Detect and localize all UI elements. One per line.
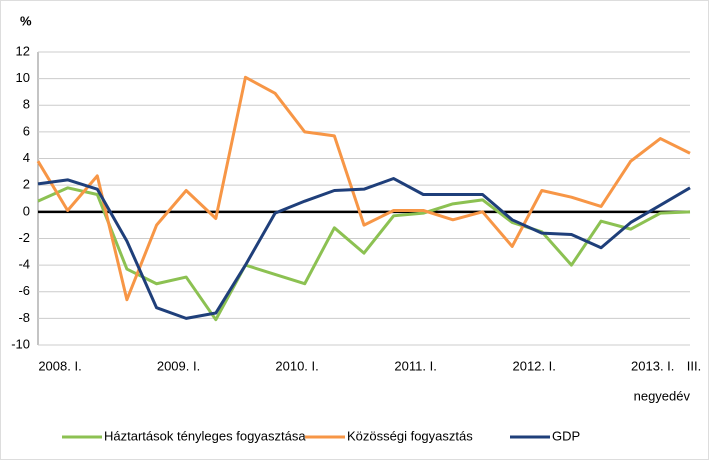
y-tick-label: 10 (16, 70, 30, 85)
x-tick-label: 2013. I. (631, 358, 674, 373)
y-tick-label: 6 (23, 123, 30, 138)
y-tick-label: 0 (23, 203, 30, 218)
y-tick-label: 8 (23, 97, 30, 112)
x-tick-label: 2011. I. (394, 358, 436, 373)
x-tick-label: 2008. I. (38, 358, 81, 373)
line-series (36, 75, 691, 302)
x-tick-label: 2012. I. (512, 358, 555, 373)
y-tick-label: 12 (16, 43, 30, 58)
legend-label: GDP (552, 428, 580, 443)
y-tick-label: -2 (18, 230, 30, 245)
line-series (37, 177, 691, 320)
line-series (37, 186, 691, 322)
y-tick-label: -4 (18, 257, 30, 272)
y-tick-label: -8 (18, 310, 30, 325)
legend-label: Közösségi fogyasztás (347, 428, 473, 443)
x-tick-label: III. (687, 358, 701, 373)
legend-label: Háztartások tényleges fogyasztása (104, 428, 306, 443)
x-tick-label: 2009. I. (157, 358, 200, 373)
y-tick-label: -10 (11, 336, 30, 351)
x-tick-label: 2010. I. (275, 358, 318, 373)
y-tick-label: 4 (23, 150, 30, 165)
y-axis-label: % (20, 13, 32, 28)
x-axis-label: negyedév (634, 388, 691, 403)
y-tick-label: 2 (23, 177, 30, 192)
y-tick-label: -6 (18, 283, 30, 298)
